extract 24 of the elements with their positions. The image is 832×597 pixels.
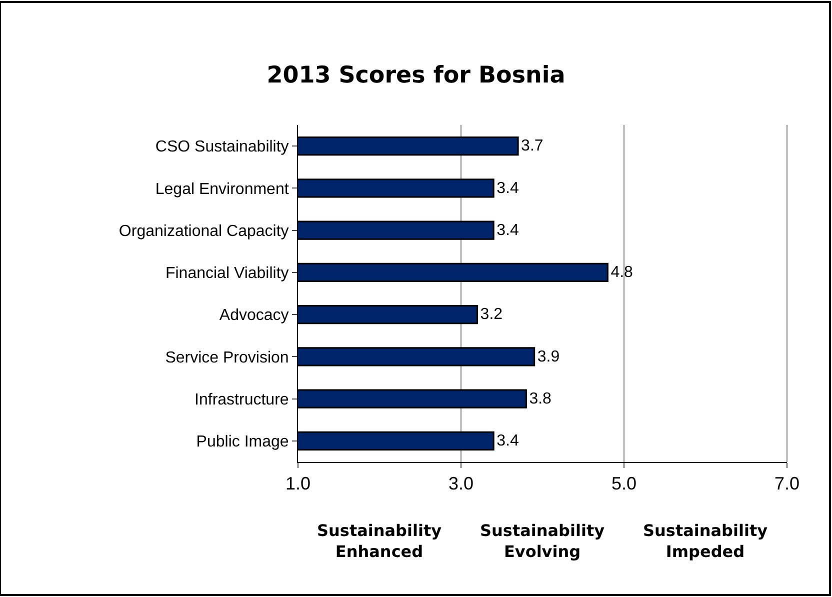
data-label: 3.7 <box>521 138 544 155</box>
y-tick-label: Financial Viability <box>165 265 289 282</box>
data-label: 3.2 <box>480 306 503 324</box>
data-label: 3.4 <box>496 180 519 197</box>
y-tick-label: Infrastructure <box>194 391 289 408</box>
text: Sustainability Enhanced <box>317 521 442 561</box>
y-tick-label: Advocacy <box>219 307 289 324</box>
x-tick-label: 7.0 <box>774 474 800 494</box>
text: Sustainability Evolving <box>480 521 606 561</box>
data-label: 3.9 <box>537 348 560 366</box>
x-tick-label: 1.0 <box>285 474 311 494</box>
y-tick-label: Organizational Capacity <box>118 222 289 240</box>
y-tick-label: Legal Environment <box>155 180 290 198</box>
y-tick-label: CSO Sustainability <box>155 138 289 156</box>
text: Sustainability Impeded <box>643 521 768 561</box>
y-tick-label: Service Provision <box>165 349 289 366</box>
data-label: 3.8 <box>529 390 552 408</box>
data-label: 4.8 <box>610 264 634 282</box>
x-tick-label: 3.0 <box>448 474 474 494</box>
data-label: 3.4 <box>496 222 519 239</box>
x-tick-label: 5.0 <box>611 474 637 494</box>
chart-title: 2013 Scores for Bosnia <box>266 62 566 89</box>
data-label: 3.4 <box>496 432 519 450</box>
y-tick-label: Public Image <box>196 434 289 451</box>
